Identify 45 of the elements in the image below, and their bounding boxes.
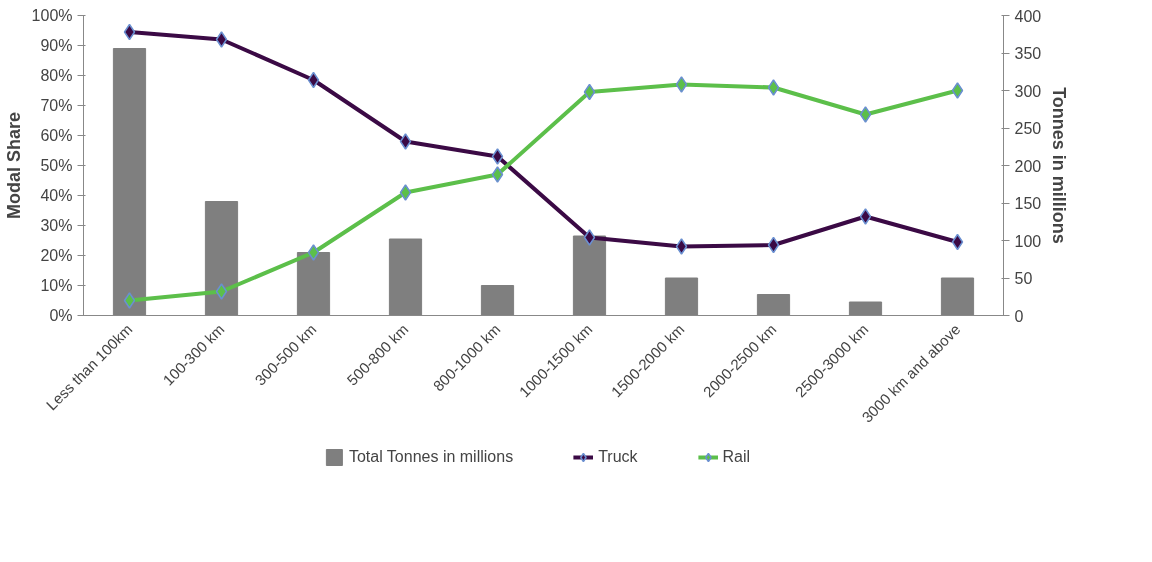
point bbox=[767, 79, 780, 96]
point bbox=[491, 166, 504, 183]
point bbox=[675, 76, 688, 93]
y-tick-label: 100% bbox=[31, 7, 73, 24]
y-tick-label: 10% bbox=[40, 277, 73, 294]
point bbox=[675, 238, 688, 255]
y2-tick-label: 150 bbox=[1014, 195, 1042, 212]
y2-tick-label: 0 bbox=[1014, 307, 1024, 325]
point bbox=[767, 236, 780, 254]
point bbox=[859, 208, 872, 225]
y-axis-title: Modal Share bbox=[3, 111, 24, 220]
y2-tick-label: 350 bbox=[1014, 45, 1042, 62]
point bbox=[583, 83, 596, 101]
y2-tick-label: 200 bbox=[1014, 157, 1042, 175]
point bbox=[399, 184, 412, 201]
y-tick-label: 40% bbox=[40, 187, 73, 204]
point bbox=[859, 106, 872, 123]
y-tick-label: 70% bbox=[40, 97, 73, 114]
legend-label: Rail bbox=[722, 447, 751, 466]
point bbox=[491, 148, 504, 165]
point bbox=[123, 23, 136, 41]
y-tick-label: 0% bbox=[49, 307, 73, 324]
legend-label: Total Tonnes in millions bbox=[348, 447, 514, 466]
point bbox=[399, 133, 412, 150]
y-tick-label: 60% bbox=[40, 127, 73, 144]
y-tick-label: 90% bbox=[40, 37, 73, 54]
y2-tick-label: 250 bbox=[1014, 120, 1042, 137]
y2-tick-label: 100 bbox=[1014, 232, 1042, 250]
y-tick-label: 50% bbox=[40, 157, 73, 174]
y2-tick-label: 400 bbox=[1014, 7, 1042, 25]
y-tick-label: 80% bbox=[40, 67, 73, 84]
point bbox=[123, 292, 136, 309]
point bbox=[583, 229, 596, 246]
point bbox=[215, 31, 228, 48]
y2-tick-label: 50 bbox=[1014, 270, 1033, 287]
point bbox=[215, 283, 228, 300]
point bbox=[951, 82, 964, 99]
y-tick-label: 30% bbox=[40, 217, 73, 234]
point bbox=[307, 71, 320, 89]
y-tick-label: 20% bbox=[40, 247, 73, 264]
y2-tick-label: 300 bbox=[1014, 82, 1042, 100]
y2-axis-title: Tonnes in millions bbox=[1049, 87, 1070, 244]
point bbox=[951, 233, 964, 251]
legend-label: Truck bbox=[598, 447, 638, 466]
point bbox=[307, 244, 320, 261]
